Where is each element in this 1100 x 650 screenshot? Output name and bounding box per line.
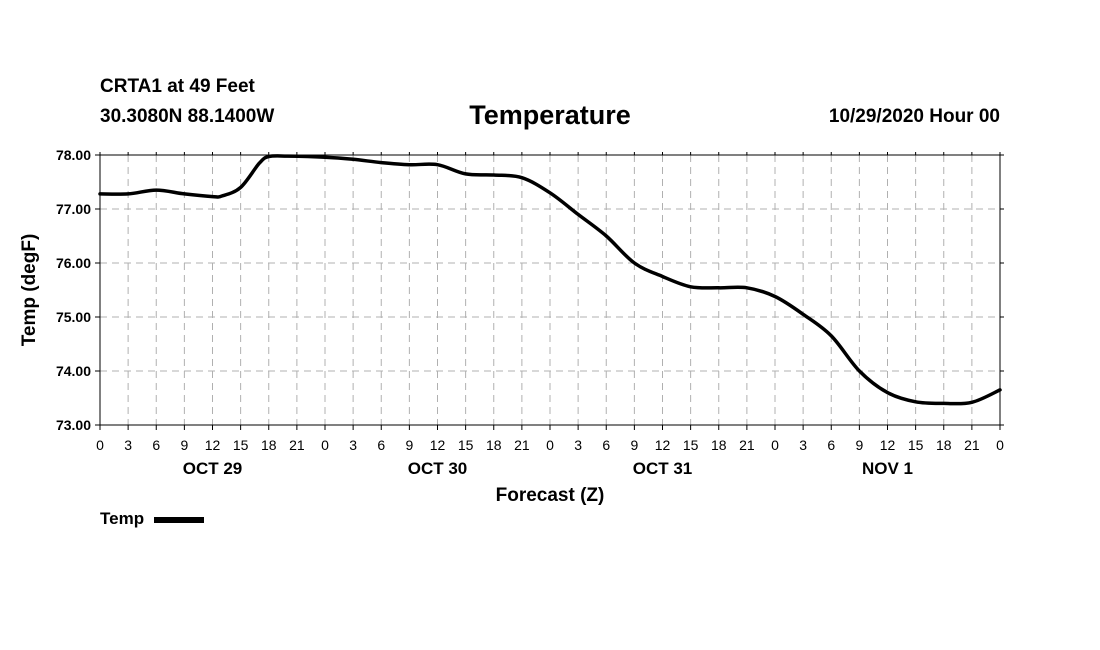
x-tick-label: 3 xyxy=(574,437,582,453)
x-tick-label: 6 xyxy=(152,437,160,453)
legend-label: Temp xyxy=(100,509,145,528)
series-line-temp xyxy=(98,154,1002,406)
x-tick-label: 15 xyxy=(458,437,474,453)
x-axis-title: Forecast (Z) xyxy=(496,485,605,506)
x-tick-label: 0 xyxy=(771,437,779,453)
x-tick-label: 0 xyxy=(996,437,1004,453)
x-tick-label: 6 xyxy=(827,437,835,453)
legend-line-swatch xyxy=(154,517,205,523)
x-tick-label: 18 xyxy=(486,437,502,453)
station-coordinates: 30.3080N 88.1400W xyxy=(100,106,275,127)
x-tick-label: 21 xyxy=(514,437,530,453)
x-tick-label: 12 xyxy=(430,437,446,453)
y-tick-label: 75.00 xyxy=(56,309,91,325)
x-tick-label: 3 xyxy=(124,437,132,453)
day-label: OCT 29 xyxy=(183,459,243,478)
x-tick-label: 9 xyxy=(855,437,863,453)
x-tick-label: 6 xyxy=(377,437,385,453)
x-tick-label: 18 xyxy=(261,437,277,453)
x-tick-label: 15 xyxy=(908,437,924,453)
x-tick-label: 0 xyxy=(546,437,554,453)
y-tick-label: 77.00 xyxy=(56,201,91,217)
x-tick-label: 21 xyxy=(739,437,755,453)
x-tick-label: 12 xyxy=(205,437,221,453)
x-tick-label: 18 xyxy=(711,437,727,453)
chart-title: Temperature xyxy=(469,100,631,130)
x-tick-label: 21 xyxy=(289,437,305,453)
x-tick-label: 6 xyxy=(602,437,610,453)
x-tick-label: 9 xyxy=(630,437,638,453)
y-tick-label: 78.00 xyxy=(56,147,91,163)
x-tick-label: 15 xyxy=(683,437,699,453)
y-tick-label: 73.00 xyxy=(56,417,91,433)
station-label: CRTA1 at 49 Feet xyxy=(100,76,255,97)
x-tick-label: 18 xyxy=(936,437,952,453)
y-axis-title: Temp (degF) xyxy=(19,234,40,347)
x-tick-label: 21 xyxy=(964,437,980,453)
x-tick-label: 12 xyxy=(880,437,896,453)
day-label: OCT 31 xyxy=(633,459,693,478)
x-tick-label: 15 xyxy=(233,437,249,453)
x-tick-label: 3 xyxy=(799,437,807,453)
x-tick-label: 9 xyxy=(180,437,188,453)
forecast-run-time: 10/29/2020 Hour 00 xyxy=(828,106,1000,127)
x-tick-label: 12 xyxy=(655,437,671,453)
legend: Temp xyxy=(100,509,205,529)
x-tick-label: 9 xyxy=(405,437,413,453)
x-tick-label: 0 xyxy=(96,437,104,453)
y-tick-label: 76.00 xyxy=(56,255,91,271)
y-tick-label: 74.00 xyxy=(56,363,91,379)
day-label: NOV 1 xyxy=(862,459,913,478)
x-tick-label: 3 xyxy=(349,437,357,453)
plot-frame xyxy=(99,154,1001,426)
day-label: OCT 30 xyxy=(408,459,468,478)
x-tick-label: 0 xyxy=(321,437,329,453)
